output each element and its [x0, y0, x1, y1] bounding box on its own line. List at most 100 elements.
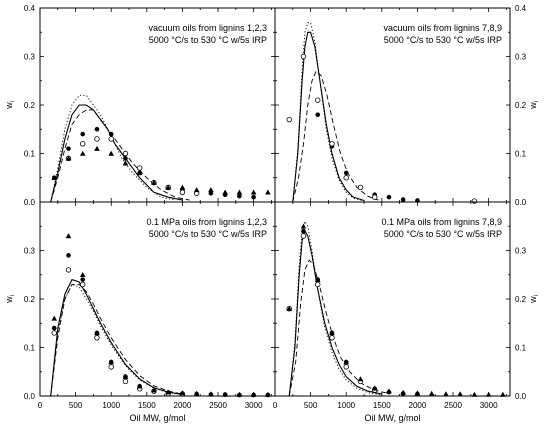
y-tick-label: 0.1 [515, 344, 527, 353]
x-tick-label: 2500 [444, 401, 462, 410]
data-point-filled-triangle [500, 391, 506, 397]
y-axis-label: wi [528, 101, 540, 110]
data-point-open-circle [329, 141, 335, 147]
data-point-filled-circle [108, 131, 114, 137]
data-point-filled-circle [251, 194, 256, 200]
data-point-filled-triangle [414, 390, 421, 396]
x-tick-label: 1500 [373, 401, 391, 410]
y-tick-label: 0.1 [24, 344, 36, 353]
curve-dotted [292, 22, 365, 203]
data-point-filled-circle [208, 190, 214, 196]
panel-title: 0.1 MPa oils from lignins 1,2,3 [146, 217, 267, 227]
data-point-filled-triangle [208, 391, 214, 397]
y-tick-label: 0.0 [515, 198, 527, 207]
data-point-filled-triangle [108, 359, 115, 365]
data-point-open-circle [315, 281, 321, 288]
x-tick-label: 3000 [245, 401, 263, 410]
data-point-filled-circle [123, 156, 128, 161]
data-point-filled-circle [51, 325, 57, 331]
data-point-open-circle [286, 116, 292, 123]
data-point-open-circle [315, 97, 321, 103]
y-axis-label: wi [4, 295, 16, 304]
data-point-filled-triangle [136, 383, 143, 389]
data-point-open-circle [65, 267, 72, 273]
data-point-filled-triangle [222, 391, 228, 397]
data-point-filled-triangle [471, 391, 478, 397]
data-point-filled-circle [343, 170, 349, 176]
y-axis-label: wi [4, 101, 16, 110]
x-axis-label: Oil MW, g/mol [364, 413, 420, 423]
y-tick-label: 0.0 [515, 392, 527, 401]
data-point-filled-circle [94, 126, 100, 132]
y-tick-label: 0.3 [24, 53, 36, 62]
data-point-filled-circle [301, 228, 306, 234]
data-point-filled-triangle [208, 187, 214, 193]
data-point-open-circle [357, 184, 364, 191]
data-point-open-circle [94, 335, 100, 341]
data-point-filled-triangle [94, 330, 100, 336]
data-point-filled-triangle [236, 189, 243, 195]
data-point-open-circle [343, 364, 349, 370]
data-point-filled-triangle [329, 330, 335, 336]
data-point-open-circle [300, 233, 307, 239]
panel-title: vacuum oils from lignins 1,2,3 [148, 23, 267, 33]
x-tick-label: 0 [273, 401, 278, 410]
x-tick-label: 2000 [174, 401, 192, 410]
data-point-filled-triangle [300, 223, 307, 229]
y-tick-label: 0.4 [515, 4, 527, 13]
data-point-filled-triangle [179, 184, 186, 190]
data-point-filled-triangle [250, 391, 257, 397]
data-point-filled-triangle [79, 271, 86, 277]
curve-dotted [288, 220, 382, 397]
data-point-open-circle [179, 189, 186, 195]
x-tick-label: 2500 [209, 401, 227, 410]
data-point-filled-circle [315, 112, 321, 117]
data-point-open-circle [51, 330, 57, 336]
data-point-filled-triangle [151, 179, 157, 185]
data-point-filled-triangle [443, 391, 449, 397]
data-point-filled-triangle [485, 391, 492, 397]
y-tick-label: 0.4 [24, 4, 36, 13]
data-point-open-circle [343, 175, 349, 181]
data-point-filled-triangle [165, 389, 171, 395]
data-point-filled-triangle [51, 174, 58, 180]
panel-subtitle: 5000 °C/s to 530 °C w/5s IRP [384, 229, 502, 239]
data-point-filled-triangle [357, 376, 364, 382]
data-point-filled-circle [237, 193, 242, 199]
data-point-open-circle [108, 364, 114, 370]
data-point-open-circle [94, 136, 100, 142]
data-point-filled-triangle [314, 276, 321, 282]
x-tick-label: 1500 [138, 401, 156, 410]
data-point-filled-triangle [179, 390, 186, 396]
data-point-filled-circle [80, 277, 86, 282]
panel-subtitle: 5000 °C/s to 530 °C w/5s IRP [384, 35, 502, 45]
y-tick-label: 0.1 [24, 150, 36, 159]
data-point-filled-circle [386, 194, 392, 200]
data-point-filled-triangle [122, 373, 129, 379]
x-tick-label: 3000 [480, 401, 498, 410]
data-point-filled-triangle [108, 150, 115, 156]
data-point-open-circle [136, 165, 143, 171]
data-point-filled-triangle [265, 189, 271, 195]
x-axis-label: Oil MW, g/mol [129, 413, 185, 423]
y-tick-label: 0.2 [515, 101, 527, 110]
x-tick-label: 1000 [102, 401, 120, 410]
y-tick-label: 0.3 [24, 247, 36, 256]
data-point-filled-triangle [457, 391, 463, 397]
x-tick-label: 2000 [409, 401, 427, 410]
data-point-open-circle [80, 141, 86, 147]
data-point-filled-triangle [343, 359, 350, 365]
data-point-filled-triangle [79, 150, 86, 156]
panel-subtitle: 5000 °C/s to 530 °C w/5s IRP [149, 229, 267, 239]
curve-solid [50, 278, 183, 397]
data-point-filled-triangle [265, 391, 271, 397]
data-point-filled-triangle [136, 170, 143, 176]
data-point-filled-triangle [236, 391, 243, 397]
data-point-filled-circle [400, 197, 406, 202]
data-point-filled-triangle [386, 388, 392, 394]
y-tick-label: 0.2 [24, 101, 36, 110]
data-point-filled-circle [66, 253, 71, 258]
panel-title: vacuum oils from lignins 7,8,9 [383, 23, 502, 33]
curve-solid [50, 104, 183, 203]
y-tick-label: 0.3 [515, 247, 527, 256]
